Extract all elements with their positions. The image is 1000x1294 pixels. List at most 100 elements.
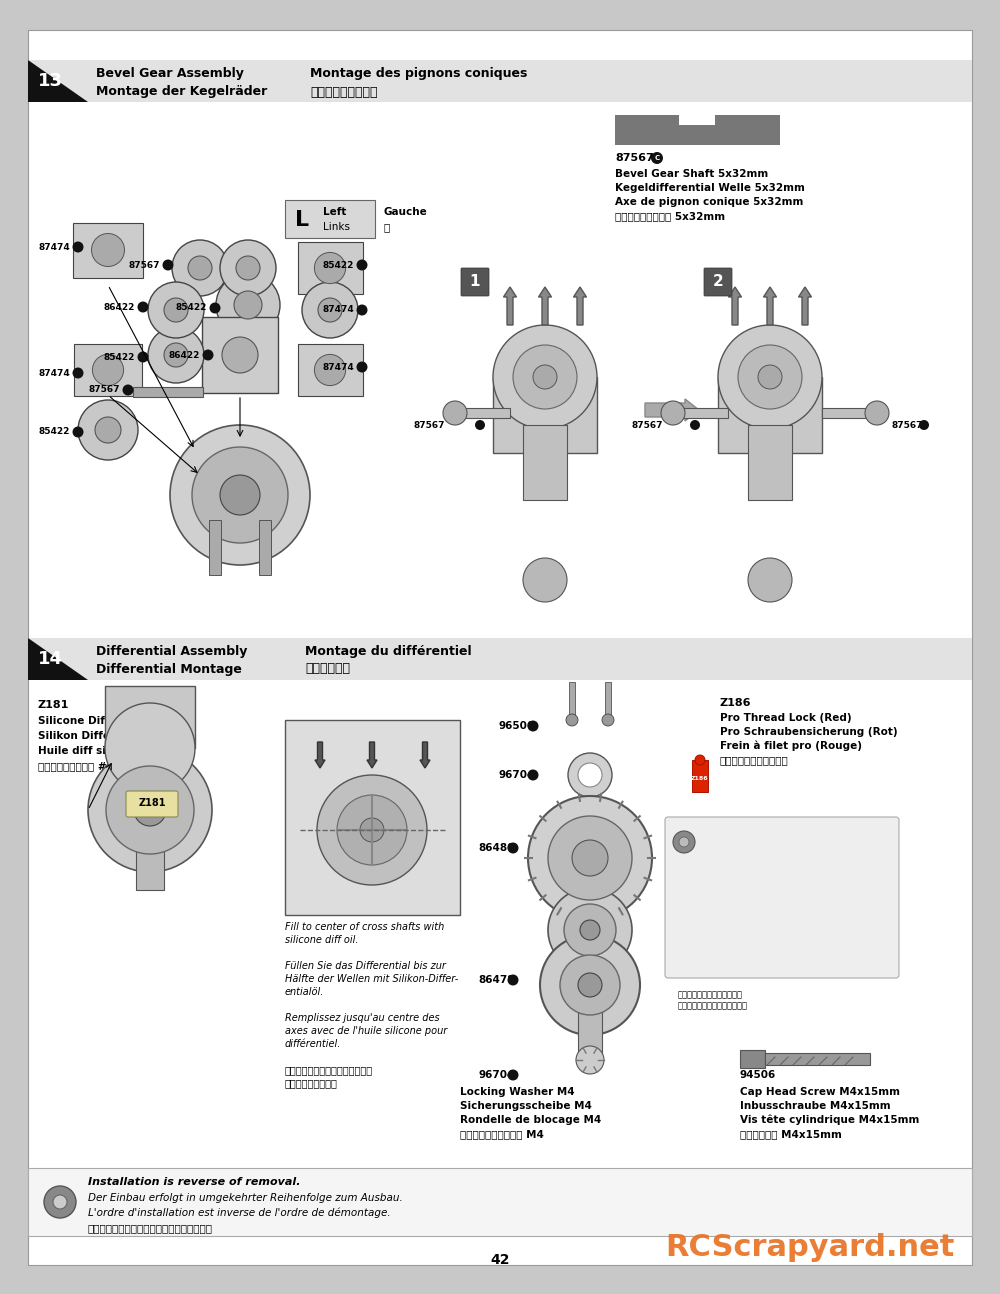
Text: Montage des pignons coniques: Montage des pignons coniques <box>310 67 527 80</box>
Text: Left: Left <box>323 207 346 217</box>
Text: ベベルギアシャフト 5x32mm: ベベルギアシャフト 5x32mm <box>615 211 725 221</box>
Circle shape <box>493 325 597 430</box>
Circle shape <box>572 840 608 876</box>
Text: Füllen Sie das Differential bis zur: Füllen Sie das Differential bis zur <box>285 961 446 970</box>
Bar <box>740 1049 765 1068</box>
Text: オイルを入れます。: オイルを入れます。 <box>285 1078 338 1088</box>
Bar <box>28 1168 972 1236</box>
Circle shape <box>356 361 368 373</box>
Text: L'ordre d'installation est inverse de l'ordre de démontage.: L'ordre d'installation est inverse de l'… <box>88 1207 391 1218</box>
Text: Differential Assembly: Differential Assembly <box>96 644 247 657</box>
Circle shape <box>72 367 84 379</box>
Bar <box>209 520 221 575</box>
Text: 2: 2 <box>713 274 723 290</box>
Text: シリコンデフオイル #1000: シリコンデフオイル #1000 <box>38 761 136 771</box>
Circle shape <box>718 325 822 430</box>
Circle shape <box>317 775 427 885</box>
Text: 86478: 86478 <box>479 974 515 985</box>
Bar <box>822 408 882 418</box>
Circle shape <box>508 974 518 986</box>
Circle shape <box>222 336 258 373</box>
Text: 42: 42 <box>490 1253 510 1267</box>
Circle shape <box>528 770 538 780</box>
Circle shape <box>919 421 929 430</box>
Circle shape <box>578 973 602 996</box>
Text: Tauschen Sie immer die: Tauschen Sie immer die <box>678 885 778 894</box>
Text: Inbusschraube M4x15mm: Inbusschraube M4x15mm <box>740 1101 891 1112</box>
Text: Cap Head Screw M4x15mm: Cap Head Screw M4x15mm <box>740 1087 900 1097</box>
Circle shape <box>738 345 802 409</box>
Circle shape <box>513 345 577 409</box>
Circle shape <box>356 260 368 270</box>
Bar <box>450 408 510 418</box>
Text: Silikon Diffoel #1000: Silikon Diffoel #1000 <box>38 731 162 741</box>
Circle shape <box>172 239 228 296</box>
Circle shape <box>72 242 84 252</box>
Text: Gauche: Gauche <box>383 207 427 217</box>
Circle shape <box>148 327 204 383</box>
Circle shape <box>758 365 782 389</box>
Text: 87474: 87474 <box>38 369 70 378</box>
Bar <box>692 760 708 792</box>
Bar <box>605 682 611 719</box>
Text: Differential Montage: Differential Montage <box>96 663 242 675</box>
Bar <box>28 638 972 681</box>
Text: 96704: 96704 <box>479 1070 515 1080</box>
Bar <box>73 223 143 277</box>
Circle shape <box>236 256 260 280</box>
Text: メンテナンスごとに毎回差動: メンテナンスごとに毎回差動 <box>678 990 743 999</box>
Circle shape <box>192 446 288 543</box>
Text: 87474: 87474 <box>38 242 70 251</box>
Circle shape <box>564 905 616 956</box>
Bar <box>136 826 164 890</box>
Text: silicone diff oil.: silicone diff oil. <box>285 936 358 945</box>
Text: ベベルギアの組立て: ベベルギアの組立て <box>310 85 378 98</box>
Circle shape <box>540 936 640 1035</box>
Text: Kegeldifferential Welle 5x32mm: Kegeldifferential Welle 5x32mm <box>615 182 805 193</box>
FancyBboxPatch shape <box>665 817 899 978</box>
Text: 14: 14 <box>38 650 62 668</box>
Circle shape <box>651 151 663 164</box>
Circle shape <box>92 233 124 267</box>
Circle shape <box>443 401 467 424</box>
Circle shape <box>528 721 538 731</box>
Bar <box>569 682 575 719</box>
Bar <box>285 719 460 915</box>
Circle shape <box>314 252 346 283</box>
Circle shape <box>356 304 368 316</box>
Circle shape <box>523 558 567 602</box>
Text: ing differential.: ing differential. <box>678 864 742 873</box>
Circle shape <box>95 417 121 443</box>
Circle shape <box>566 714 578 726</box>
Bar <box>298 344 362 396</box>
Circle shape <box>138 302 148 312</box>
Circle shape <box>568 753 612 797</box>
Circle shape <box>164 298 188 322</box>
Circle shape <box>578 763 602 787</box>
Text: Silicone Diff Oil #1000: Silicone Diff Oil #1000 <box>38 716 170 726</box>
Text: Montage du différentiel: Montage du différentiel <box>305 644 472 657</box>
Text: 87567: 87567 <box>892 421 924 430</box>
Bar <box>668 408 728 418</box>
Text: différentiel.: différentiel. <box>285 1039 341 1049</box>
Text: Z181: Z181 <box>138 798 166 807</box>
Circle shape <box>44 1187 76 1218</box>
FancyBboxPatch shape <box>461 268 489 296</box>
Text: 85422: 85422 <box>323 260 354 269</box>
Bar <box>28 60 972 102</box>
Circle shape <box>72 427 84 437</box>
Circle shape <box>475 421 485 430</box>
Text: Installation is reverse of removal.: Installation is reverse of removal. <box>88 1178 300 1187</box>
FancyArrow shape <box>645 399 699 421</box>
Circle shape <box>337 795 407 864</box>
Text: aus, wenn Sie das Differen-: aus, wenn Sie das Differen- <box>678 907 793 915</box>
Bar <box>578 1000 602 1055</box>
Circle shape <box>748 558 792 602</box>
Circle shape <box>302 282 358 338</box>
Bar <box>259 520 271 575</box>
Text: ケースのシールを交換します。: ケースのシールを交換します。 <box>678 1002 748 1011</box>
Text: entretien de celui-ci.: entretien de celui-ci. <box>678 969 764 978</box>
Text: Links: Links <box>323 223 350 232</box>
FancyArrow shape <box>764 287 776 325</box>
Circle shape <box>580 920 600 939</box>
